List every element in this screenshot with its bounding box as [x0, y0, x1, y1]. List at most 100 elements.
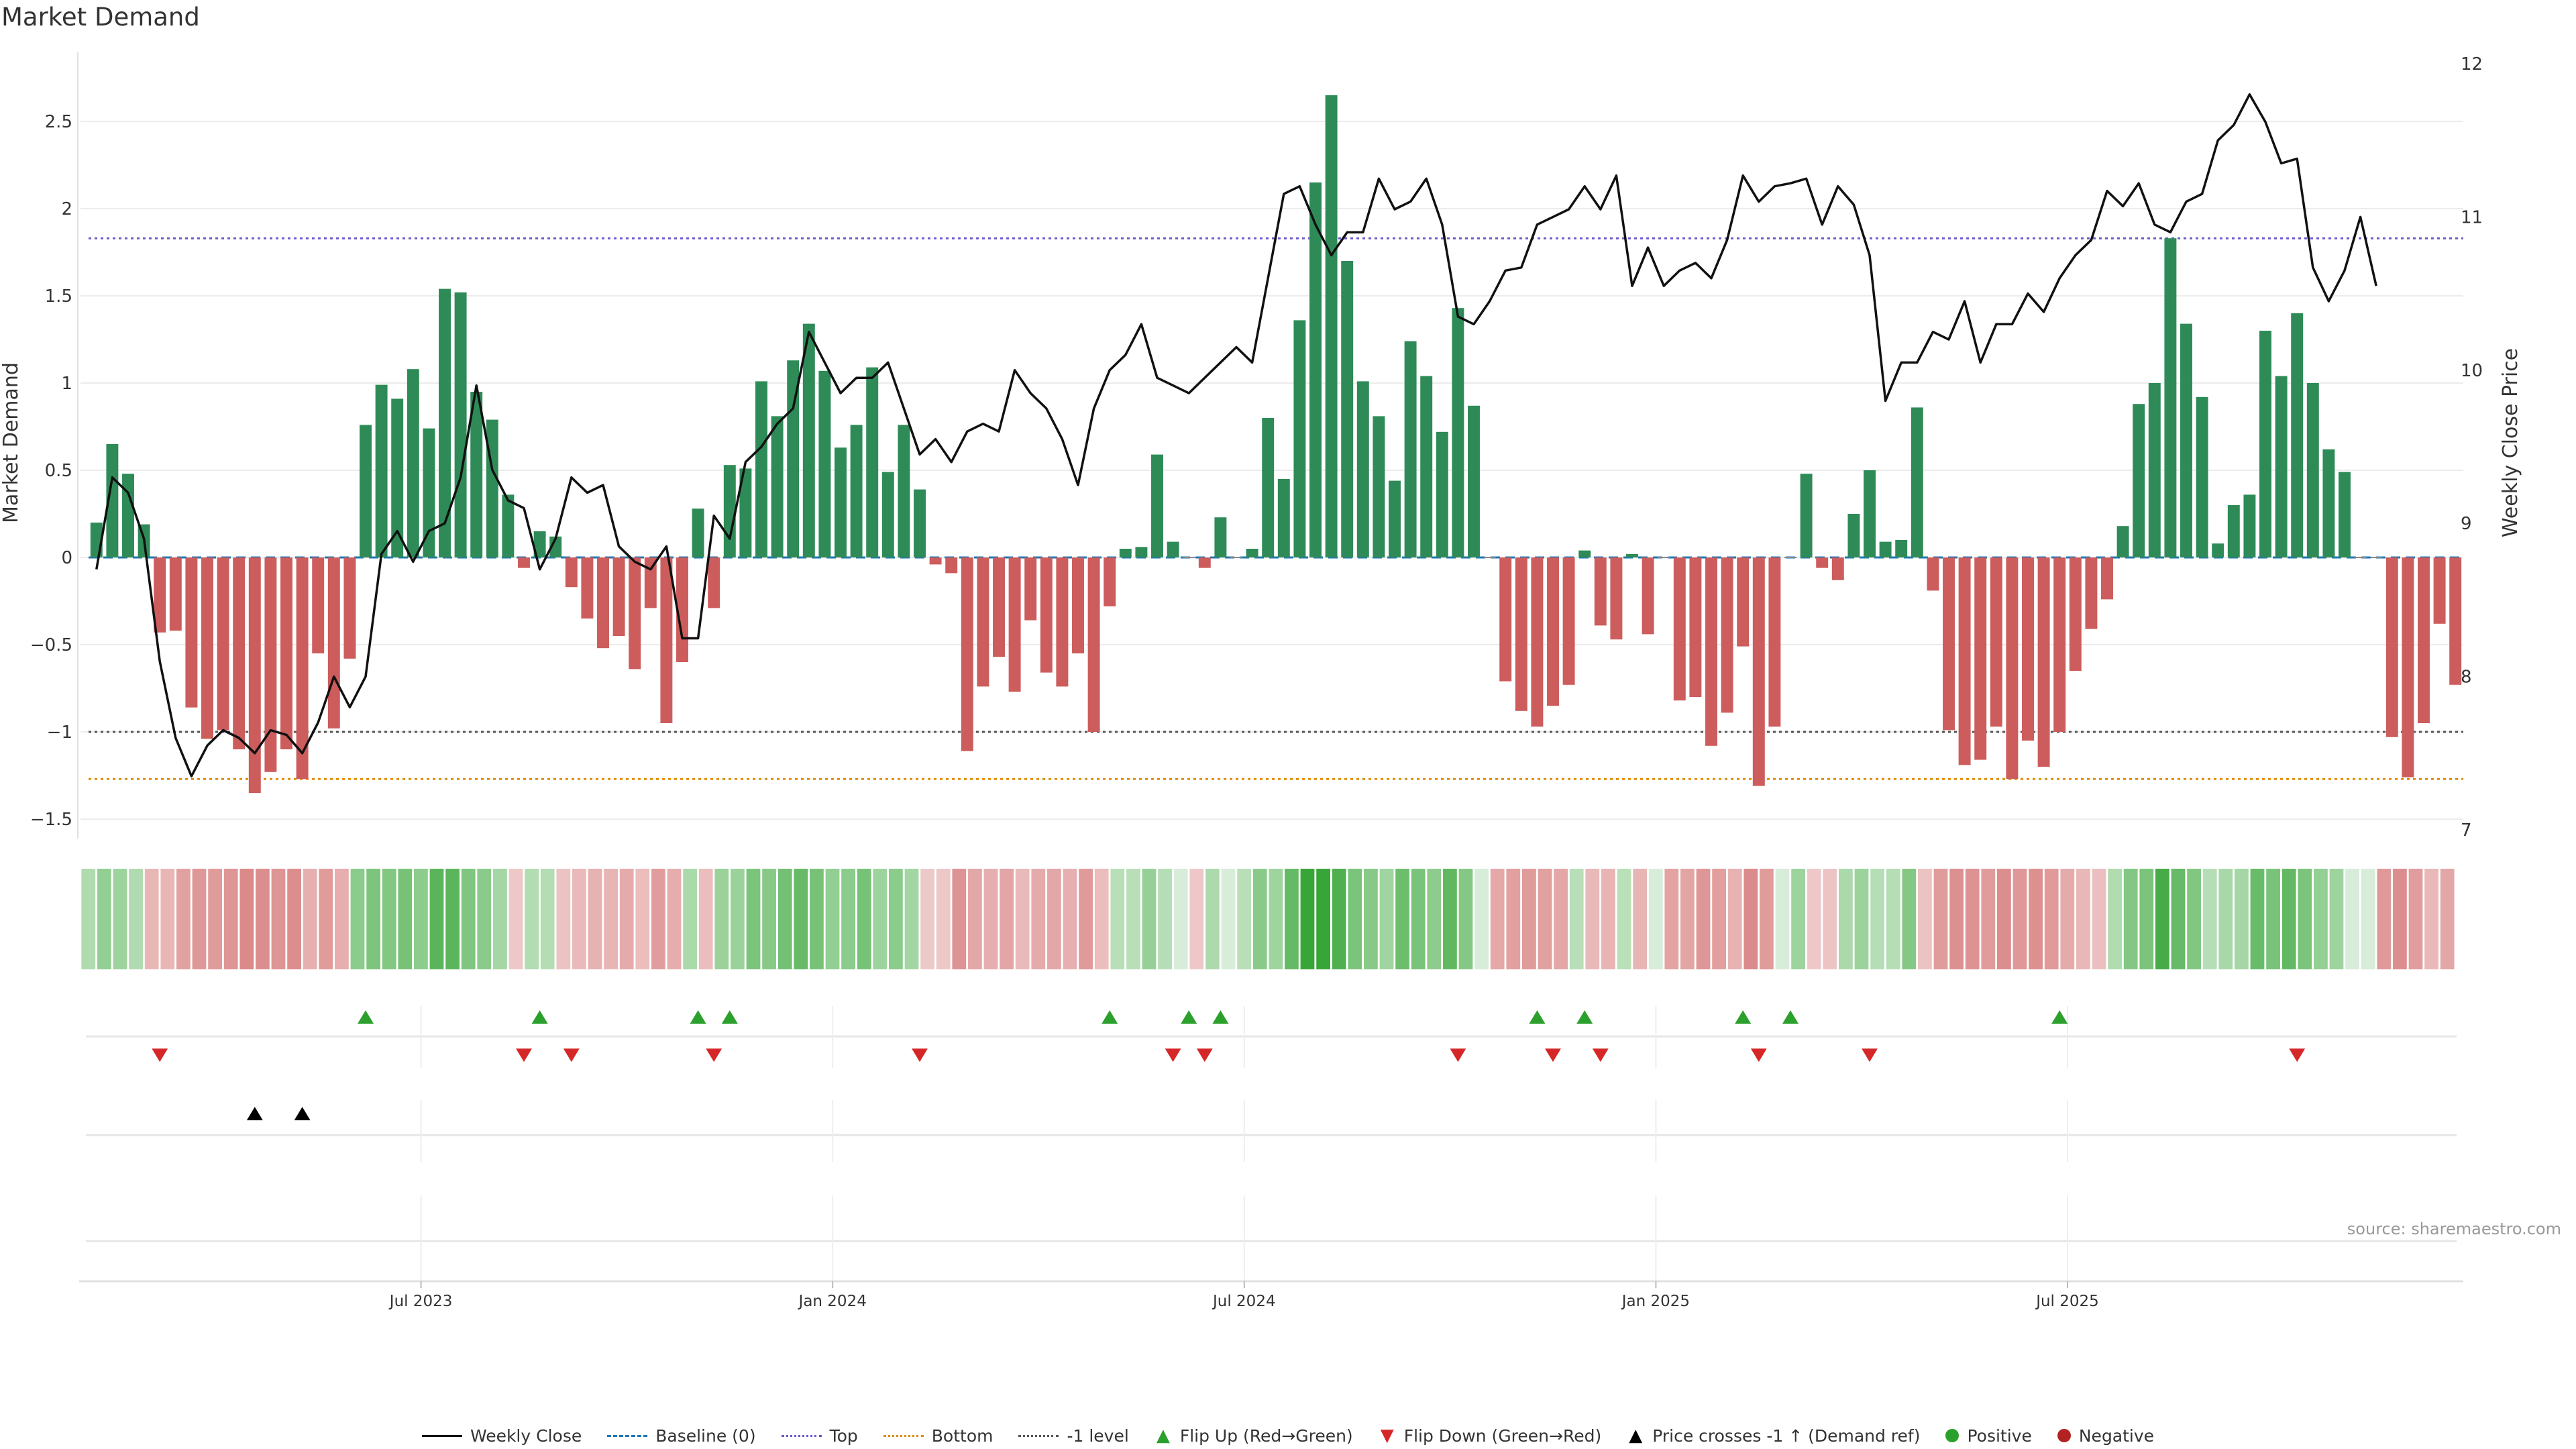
heat-cell: [1205, 869, 1220, 969]
flip-up-marker: [1102, 1010, 1118, 1024]
demand-bar: [2275, 376, 2288, 557]
heat-cell: [414, 869, 428, 969]
demand-bar: [533, 531, 546, 557]
legend-positive[interactable]: Positive: [1945, 1426, 2032, 1446]
heat-cell: [1332, 869, 1346, 969]
legend-flip-up[interactable]: ▲ Flip Up (Red→Green): [1155, 1426, 1353, 1446]
demand-bar: [739, 468, 752, 557]
event-markers: [86, 1006, 2457, 1281]
demand-bar: [1452, 308, 1464, 557]
heat-cell: [1443, 869, 1457, 969]
legend-weekly-close[interactable]: Weekly Close: [421, 1426, 582, 1446]
left-tick-label: 2.5: [45, 112, 72, 132]
heat-cell: [398, 869, 413, 969]
left-tick-label: 0.5: [45, 461, 72, 481]
heat-cell: [1316, 869, 1330, 969]
legend-bottom[interactable]: Bottom: [883, 1426, 993, 1446]
heat-cell: [1538, 869, 1552, 969]
flip-up-marker: [1735, 1010, 1752, 1024]
legend-top[interactable]: Top: [781, 1426, 858, 1446]
heat-cell: [1633, 869, 1647, 969]
heat-cell: [1221, 869, 1236, 969]
x-tick-label: Jan 2025: [1621, 1293, 1690, 1310]
legend-negative[interactable]: Negative: [2057, 1426, 2154, 1446]
demand-bar: [1673, 557, 1686, 701]
demand-bar: [1119, 549, 1132, 557]
legend-flip-down[interactable]: ▼ Flip Down (Green→Red): [1379, 1426, 1602, 1446]
demand-bar: [1420, 376, 1433, 557]
demand-bar: [1024, 557, 1037, 621]
green-dot-icon: [1945, 1429, 1960, 1442]
flip-down-marker: [1450, 1049, 1466, 1062]
legend-label: Top: [829, 1426, 858, 1446]
legend-label: Flip Down (Green→Red): [1403, 1426, 1602, 1446]
x-tick-label: Jan 2024: [798, 1293, 867, 1310]
demand-bar: [2370, 557, 2383, 558]
demand-bar: [1515, 557, 1527, 711]
legend-price-cross[interactable]: ▲ Price crosses -1 ↑ (Demand ref): [1627, 1426, 1920, 1446]
legend-minus-one[interactable]: -1 level: [1018, 1426, 1129, 1446]
heat-cell: [1854, 869, 1869, 969]
demand-bar: [407, 369, 419, 557]
demand-bar: [1864, 470, 1876, 557]
heat-cell: [2424, 869, 2438, 969]
heat-cell: [2393, 869, 2407, 969]
heat-cell: [1237, 869, 1251, 969]
demand-bar: [1752, 557, 1765, 786]
heat-cell: [2345, 869, 2359, 969]
heat-cell: [683, 869, 697, 969]
heat-cell: [1348, 869, 1362, 969]
heat-cell: [2218, 869, 2233, 969]
demand-bar: [185, 557, 198, 708]
x-tick-label: Jul 2024: [1212, 1293, 1276, 1310]
demand-bar: [581, 557, 594, 619]
heat-cell: [81, 869, 96, 969]
demand-bar: [2164, 238, 2177, 557]
demand-bar: [312, 557, 325, 653]
heat-cell: [810, 869, 824, 969]
demand-bar: [1847, 514, 1860, 557]
demand-bar: [106, 444, 119, 557]
demand-bar: [945, 557, 958, 574]
demand-bar: [1499, 557, 1512, 682]
demand-bar: [898, 425, 910, 557]
demand-bar: [1642, 557, 1654, 635]
dotted-line-swatch-icon: [883, 1434, 924, 1437]
legend-label: -1 level: [1067, 1426, 1129, 1446]
heat-cell: [1458, 869, 1473, 969]
demand-bar: [1325, 95, 1338, 557]
demand-bar: [1104, 557, 1116, 606]
demand-bar: [1800, 474, 1813, 557]
heat-cell: [1648, 869, 1663, 969]
heat-cell: [889, 869, 903, 969]
heat-cell: [1680, 869, 1695, 969]
demand-bar: [2101, 557, 2113, 600]
heat-cell: [920, 869, 934, 969]
demand-bar: [217, 557, 229, 731]
triangle-down-icon: ▼: [1380, 1426, 1394, 1446]
heat-cell: [2250, 869, 2265, 969]
left-tick-label: −1.5: [30, 810, 72, 830]
heat-cell: [794, 869, 808, 969]
demand-bar: [2322, 449, 2335, 557]
heat-cell: [208, 869, 222, 969]
demand-bar: [1183, 557, 1195, 558]
legend-label: Weekly Close: [470, 1426, 582, 1446]
demand-bar: [1990, 557, 2002, 727]
legend-baseline[interactable]: Baseline (0): [607, 1426, 756, 1446]
flip-up-marker: [1576, 1010, 1593, 1024]
flip-up-marker: [2051, 1010, 2068, 1024]
heat-cell: [287, 869, 301, 969]
demand-bar: [802, 323, 815, 557]
demand-bar: [327, 557, 340, 729]
demand-bar: [1911, 407, 1923, 557]
reference-lines: [89, 237, 2463, 780]
heat-cell: [2171, 869, 2186, 969]
demand-bar: [2053, 557, 2066, 732]
left-tick-label: 2: [61, 199, 72, 219]
demand-bar: [375, 384, 388, 557]
demand-bar: [1230, 557, 1242, 558]
demand-bar: [1547, 557, 1559, 706]
flip-down-marker: [1862, 1049, 1878, 1062]
source-note: source: sharemaestro.com: [2347, 1220, 2561, 1238]
